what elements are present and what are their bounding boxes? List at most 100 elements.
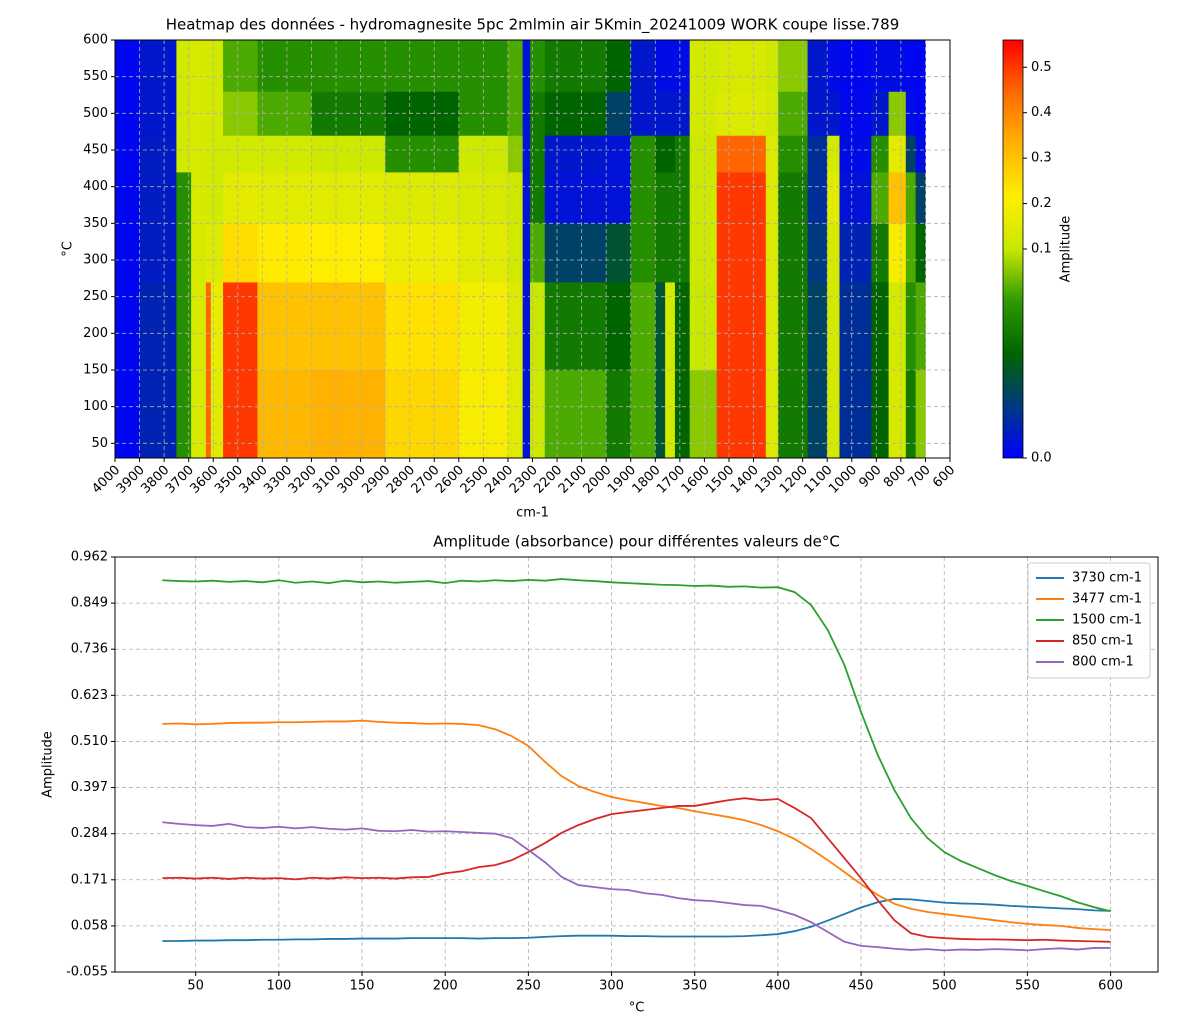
heatmap-cell (905, 172, 917, 224)
colorbar-tick-label: 0.3 (1031, 151, 1052, 166)
heatmap-cell (606, 223, 632, 283)
heatmap-cell (139, 370, 177, 459)
heatmap-cell (905, 370, 917, 459)
heatmap-cell (385, 370, 460, 459)
heatmap-cell (689, 40, 718, 92)
heatmap-cell (765, 40, 779, 92)
heatmap-cell (839, 172, 872, 224)
heatmap-cell (630, 370, 656, 459)
heatmap-cell (765, 223, 779, 283)
heatmap-cell (716, 135, 767, 173)
heatmap-cell (807, 370, 828, 459)
heatmap-cell (689, 370, 718, 459)
heatmap-cell (223, 370, 258, 459)
y-tick-label: 500 (83, 106, 108, 121)
heatmap-cell (827, 40, 840, 92)
x-tick-label: 450 (849, 979, 874, 994)
heatmap-cell (223, 40, 258, 92)
heatmap-cell (665, 223, 676, 283)
heatmap-cell (210, 91, 224, 136)
heatmap-cell (191, 370, 207, 459)
y-tick-label: 0.962 (71, 550, 108, 565)
heatmap-cell (223, 223, 258, 283)
heatmap-cell (257, 223, 312, 283)
heatmap-cell (139, 282, 177, 371)
y-tick-label: 450 (83, 143, 108, 158)
y-tick-label: 600 (83, 33, 108, 48)
heatmap-cell (522, 370, 531, 459)
heatmap-cell (606, 40, 632, 92)
heatmap-cell (176, 135, 192, 173)
heatmap-cell (115, 135, 140, 173)
heatmap-cell (139, 223, 177, 283)
heatmap-cell (176, 172, 192, 224)
heatmap-cell (765, 135, 779, 173)
axes-frame (114, 39, 951, 459)
x-tick-label: 700 (906, 463, 934, 491)
heatmap-cell (507, 135, 524, 173)
heatmap-cell (716, 370, 767, 459)
heatmap-cell (888, 172, 907, 224)
heatmap-cell (223, 282, 258, 371)
y-tick-label: 0.284 (71, 826, 108, 841)
heatmap-cell (674, 282, 691, 371)
heatmap-cell (544, 135, 607, 173)
heatmap-cell (915, 40, 926, 92)
x-tick-label: 400 (765, 979, 790, 994)
x-axis-label: °C (629, 1001, 645, 1016)
heatmap-cell (139, 135, 177, 173)
heatmap-cell (522, 282, 531, 371)
heatmap-cell (765, 91, 779, 136)
heatmap-cell (115, 91, 140, 136)
heatmap-cell (905, 282, 917, 371)
heatmap-cell (210, 223, 224, 283)
heatmap-cell (905, 40, 917, 92)
x-tick-label: 600 (1098, 979, 1123, 994)
heatmap-cell (888, 91, 907, 136)
x-tick-label: 300 (599, 979, 624, 994)
heatmap-cell (655, 223, 666, 283)
heatmap-cell (655, 172, 666, 224)
heatmap-cell (210, 40, 224, 92)
heatmap-cell (522, 172, 531, 224)
heatmap-cell (530, 40, 546, 92)
heatmap-cell (630, 40, 656, 92)
heatmap-cell (223, 172, 258, 224)
heatmap-cell (871, 172, 890, 224)
heatmap-cell (191, 91, 207, 136)
heatmap-cell (716, 40, 767, 92)
x-tick-label: 350 (682, 979, 707, 994)
heatmap-cell (655, 40, 666, 92)
heatmap-cell (827, 91, 840, 136)
heatmap-cell (839, 40, 872, 92)
heatmap-cell (385, 223, 460, 283)
series-line (162, 821, 1111, 952)
heatmap-cell (544, 282, 607, 371)
heatmap-cell (311, 370, 386, 459)
heatmap-cell (191, 282, 207, 371)
series-line (162, 578, 1111, 913)
heatmap-cell (765, 282, 779, 371)
heatmap-cell (871, 135, 890, 173)
legend-label: 3477 cm-1 (1072, 592, 1142, 607)
heatmap-cell (385, 40, 460, 92)
heatmap-cell (385, 135, 460, 173)
heatmap-cell (674, 40, 691, 92)
heatmap-cell (655, 135, 666, 173)
heatmap-cell (888, 223, 907, 283)
heatmap-cell (507, 40, 524, 92)
heatmap-cell (716, 282, 767, 371)
axes-frame (114, 556, 1159, 973)
heatmap-cell (311, 135, 386, 173)
heatmap-cell (689, 282, 718, 371)
heatmap-cell (191, 223, 207, 283)
colorbar-tick-label: 0.4 (1031, 105, 1052, 120)
heatmap-cell (139, 172, 177, 224)
heatmap-cell (630, 135, 656, 173)
heatmap-cell (507, 223, 524, 283)
heatmap-cell (915, 172, 926, 224)
heatmap-cell (807, 223, 828, 283)
heatmap-cell (385, 172, 460, 224)
heatmap-cell (665, 135, 676, 173)
